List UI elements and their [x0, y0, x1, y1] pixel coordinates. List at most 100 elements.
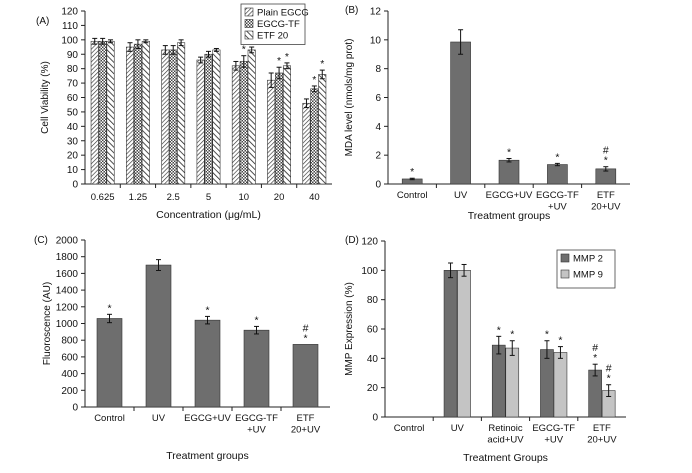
x-tick-label: 20+UV [591, 202, 621, 213]
panel-label: (B) [345, 5, 358, 16]
y-axis-title: Fluoroscence (AU) [42, 282, 53, 365]
x-tick-label: UV [152, 413, 166, 424]
x-axis-title: Concentration (μg/mL) [156, 209, 261, 221]
y-tick-label: 120 [361, 237, 378, 248]
y-tick-label: 50 [67, 107, 79, 118]
significance-star: * [320, 58, 324, 70]
significance-star: * [277, 55, 281, 67]
bar [498, 159, 520, 185]
bar [239, 61, 248, 185]
legend-swatch [560, 253, 570, 263]
y-tick-label: 0 [72, 180, 78, 191]
x-tick-label: ETF [597, 190, 615, 201]
significance-star: * [497, 324, 501, 336]
panel-c-fluorescence: (C) 0 200 400 600 800 1000 1200 1400 1600 1800 2000… [34, 235, 330, 462]
significance-hash: # [603, 145, 609, 157]
bar [243, 329, 270, 408]
y-tick-label: 0 [72, 403, 78, 414]
significance-star: * [545, 329, 549, 341]
y-tick-label: 100 [361, 266, 378, 277]
significance-star: * [254, 314, 258, 326]
y-tick-label: 12 [370, 7, 382, 18]
significance-star: * [604, 155, 608, 167]
bar [126, 46, 135, 185]
y-tick-label: 1600 [56, 269, 79, 280]
y-tick-label: 4 [375, 122, 381, 133]
significance-star: * [285, 51, 289, 63]
y-tick-label: 10 [370, 35, 382, 46]
bar [491, 344, 506, 418]
y-tick-label: 110 [62, 21, 78, 32]
bar [310, 88, 319, 185]
x-tick-label: 5 [206, 192, 211, 203]
y-axis-title: Cell Viability (%) [40, 61, 51, 134]
bar [547, 164, 568, 185]
y-axis-title: MDA level (nmols/mg prot) [344, 39, 355, 157]
bar [194, 319, 221, 408]
y-tick-label: 60 [67, 93, 79, 104]
x-tick-label: 20 [274, 192, 285, 203]
panel-label: (C) [34, 235, 48, 246]
bar [106, 40, 115, 185]
significance-hash: # [303, 322, 309, 334]
legend-swatch [244, 7, 254, 17]
x-axis-title: Treatment groups [468, 210, 550, 222]
y-tick-label: 10 [67, 165, 79, 176]
bar [204, 53, 213, 185]
panel-b-mda-level: (B) 0 2 4 6 8 10 12 Control * UV EGCG+UV * EGCG-TF+UV… [344, 5, 630, 222]
y-tick-label: 1200 [56, 302, 79, 313]
y-tick-label: 40 [367, 354, 379, 365]
y-tick-label: 6 [375, 93, 381, 104]
bar [98, 40, 107, 185]
bar [145, 264, 172, 408]
significance-star: * [312, 74, 316, 86]
x-axis-title: Treatment groups [166, 450, 248, 462]
x-tick-label: EGCG-TF [536, 190, 579, 201]
legend-swatch [560, 269, 570, 279]
y-tick-label: 80 [367, 295, 379, 306]
significance-hash: # [592, 342, 598, 354]
significance-star: * [303, 332, 307, 344]
x-tick-label: UV [454, 190, 468, 201]
y-tick-label: 2 [375, 151, 381, 162]
x-axis-title: Treatment Groups [463, 452, 548, 464]
x-tick-label: ETF [593, 423, 611, 434]
bar [169, 49, 178, 185]
bar [196, 59, 205, 185]
x-tick-label: ETF [297, 413, 315, 424]
significance-star: * [607, 373, 611, 385]
panel-a-cell-viability: (A) 0 10 20 30 40 50 60 70 80 90 100 110 120 0.625 1.25… [36, 3, 332, 221]
significance-star: * [558, 335, 562, 347]
bar [231, 65, 240, 185]
y-tick-label: 0 [375, 180, 381, 191]
legend-label: MMP 9 [573, 270, 603, 281]
y-tick-label: 1000 [56, 319, 79, 330]
bar [161, 49, 170, 185]
x-tick-label: EGCG+UV [486, 190, 533, 201]
bar [177, 42, 186, 185]
y-tick-label: 60 [367, 325, 379, 336]
x-tick-label: 10 [238, 192, 249, 203]
bar [247, 49, 256, 185]
y-tick-label: 20 [367, 383, 379, 394]
x-tick-label: EGCG-TF [235, 413, 278, 424]
significance-star: * [593, 352, 597, 364]
bar [588, 369, 602, 418]
bar [267, 79, 276, 185]
y-tick-label: 80 [67, 64, 79, 75]
legend-swatch [244, 30, 254, 40]
x-tick-label: +UV [247, 425, 266, 436]
x-tick-label: Control [394, 423, 425, 434]
bar [282, 65, 291, 185]
panel-label: (A) [36, 16, 49, 27]
x-tick-label: 20+UV [291, 425, 321, 436]
legend-swatch [244, 19, 254, 28]
bar [318, 74, 327, 185]
y-tick-label: 100 [61, 35, 78, 46]
bar [212, 49, 221, 185]
y-tick-label: 1400 [56, 286, 79, 297]
y-tick-label: 40 [67, 122, 79, 133]
y-tick-label: 30 [67, 136, 79, 147]
bar [553, 352, 568, 418]
